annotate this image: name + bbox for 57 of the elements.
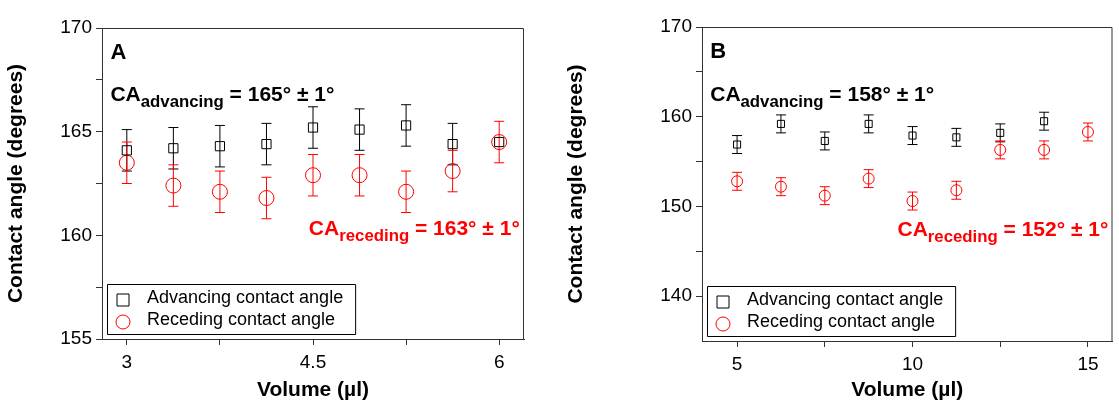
y-tick-label: 160: [660, 104, 692, 126]
x-tick-label: 6: [493, 350, 505, 372]
point: [165, 177, 182, 194]
x-tick-label: 5: [731, 352, 743, 374]
point: [994, 143, 1007, 156]
legend-label: Receding contact angle: [747, 310, 936, 331]
y-tick-label: 155: [60, 327, 92, 349]
annotation: B: [710, 38, 727, 64]
point: [864, 119, 873, 128]
point: [261, 139, 272, 150]
point: [398, 183, 415, 200]
point: [305, 167, 321, 184]
point: [731, 175, 744, 188]
legend-label: Advancing contact angle: [147, 286, 344, 307]
y-axis-title: Contact angle (degrees): [563, 64, 587, 304]
point: [118, 154, 135, 171]
point: [258, 190, 275, 207]
point: [952, 133, 961, 142]
point: [168, 143, 179, 154]
x-tick-label: 4.5: [299, 350, 327, 372]
point: [818, 189, 831, 202]
point: [354, 124, 365, 135]
point: [950, 184, 963, 197]
x-tick-label: 15: [1077, 352, 1099, 374]
point: [776, 119, 785, 128]
point: [733, 140, 742, 149]
legend-label: Advancing contact angle: [747, 288, 944, 309]
x-tick-label: 10: [901, 352, 924, 374]
y-tick-label: 140: [660, 284, 692, 306]
point: [1081, 125, 1094, 138]
point: [820, 136, 829, 145]
point: [1038, 143, 1051, 156]
x-tick-label: 3: [121, 350, 133, 372]
point: [444, 163, 461, 180]
annotation: A: [110, 39, 127, 65]
point: [351, 167, 368, 184]
x-axis-title: Volume (µl): [256, 377, 370, 401]
point: [307, 122, 319, 133]
x-axis-title: Volume (µl): [851, 377, 964, 401]
y-tick-label: 160: [60, 223, 92, 245]
y-tick-label: 165: [60, 119, 92, 141]
point: [211, 183, 228, 200]
point: [214, 141, 226, 152]
point: [906, 195, 919, 208]
legend-label: Receding contact angle: [147, 308, 336, 329]
y-tick-label: 150: [660, 194, 692, 216]
y-axis-title: Contact angle (degrees): [3, 63, 27, 304]
point: [121, 145, 132, 156]
point: [862, 172, 875, 185]
point: [774, 180, 787, 193]
y-tick-label: 170: [660, 15, 692, 37]
point: [400, 120, 412, 131]
y-tick-label: 170: [60, 16, 92, 38]
point: [996, 128, 1005, 137]
point: [1040, 117, 1049, 126]
point: [908, 131, 917, 140]
point: [447, 139, 458, 150]
